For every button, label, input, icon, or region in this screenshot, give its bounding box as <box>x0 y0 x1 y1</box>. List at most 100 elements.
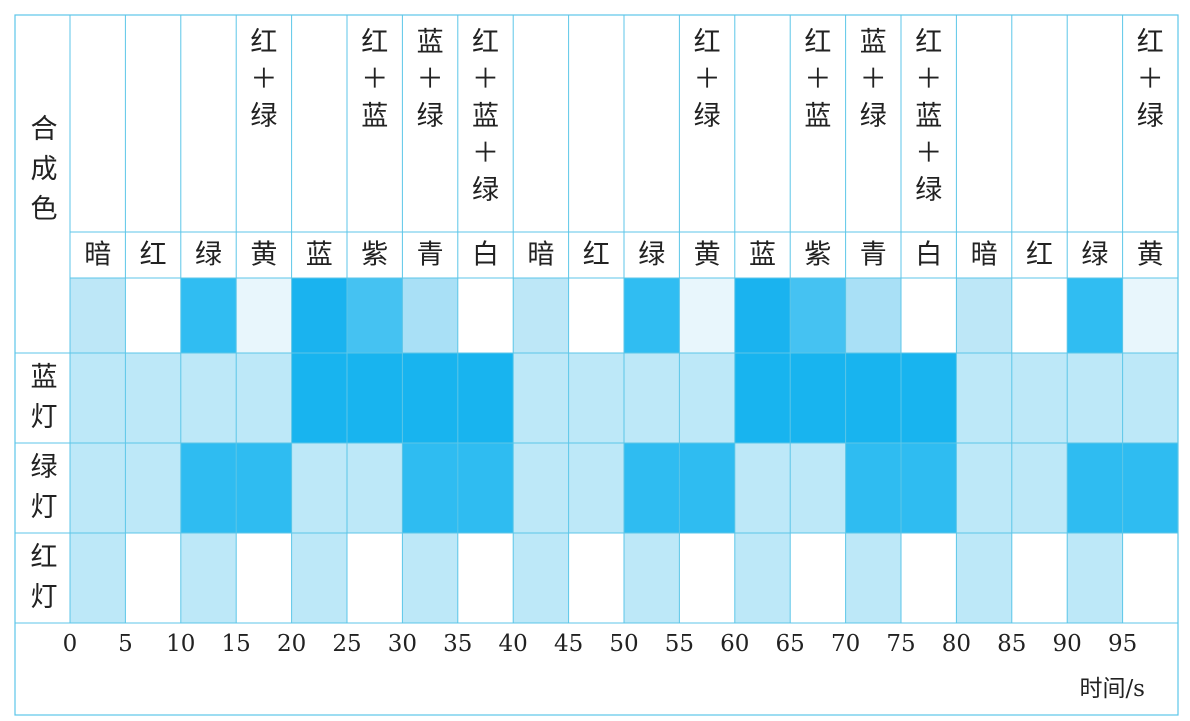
green-cell <box>624 443 680 533</box>
x-tick-label: 95 <box>1108 631 1137 657</box>
mix-formula: 红＋蓝 <box>361 27 388 132</box>
x-tick-label: 50 <box>609 631 638 657</box>
mix-formula: 红＋绿 <box>1137 27 1164 132</box>
x-tick-label: 30 <box>388 631 417 657</box>
color-name-label: 蓝 <box>306 240 333 271</box>
color-name-label: 红 <box>140 240 167 271</box>
color-name-label: 红 <box>1026 240 1053 271</box>
swatch-cell <box>1122 278 1178 353</box>
x-tick-label: 55 <box>665 631 694 657</box>
green-cell <box>845 443 901 533</box>
color-name-label: 紫 <box>804 240 831 271</box>
blue-cell <box>180 353 237 443</box>
swatch-cell <box>956 278 1012 353</box>
x-tick-label: 60 <box>720 631 749 657</box>
red-cell <box>679 533 735 623</box>
green-cell <box>1067 443 1123 533</box>
color-name-label: 紫 <box>361 240 388 271</box>
row-label-red: 红灯 <box>31 542 58 613</box>
red-cell <box>624 533 680 623</box>
swatch-cell <box>845 278 901 353</box>
swatch-cell <box>568 278 624 353</box>
blue-cell <box>402 353 458 443</box>
red-cell <box>457 533 514 623</box>
color-name-label: 绿 <box>1081 240 1108 271</box>
x-axis-label: 时间/s <box>1079 676 1145 702</box>
swatch-cell <box>790 278 846 353</box>
blue-cell <box>790 353 846 443</box>
x-tick-label: 75 <box>886 631 915 657</box>
red-cell <box>70 533 126 623</box>
swatch-cell <box>679 278 735 353</box>
grid-layer <box>14 14 1179 716</box>
color-name-label: 绿 <box>638 240 665 271</box>
x-tick-label: 35 <box>443 631 472 657</box>
blue-cell <box>1122 353 1178 443</box>
swatch-cell <box>70 278 126 353</box>
mix-formula: 红＋蓝 <box>804 27 831 132</box>
green-cell <box>70 443 126 533</box>
x-tick-label: 0 <box>63 631 78 657</box>
red-cell <box>901 533 957 623</box>
color-name-label: 暗 <box>971 240 998 271</box>
x-tick-label: 15 <box>222 631 251 657</box>
row-label-green: 绿灯 <box>31 452 58 523</box>
blue-cell <box>70 353 126 443</box>
green-cell <box>679 443 735 533</box>
swatch-cell <box>291 278 347 353</box>
x-tick-label: 90 <box>1053 631 1082 657</box>
blue-cell <box>513 353 569 443</box>
red-cell <box>236 533 292 623</box>
blue-cell <box>901 353 957 443</box>
mix-formula: 红＋绿 <box>694 27 721 132</box>
x-tick-label: 10 <box>166 631 195 657</box>
green-cell <box>1011 443 1068 533</box>
color-name-label: 白 <box>915 240 942 271</box>
blue-cell <box>1067 353 1123 443</box>
green-cell <box>347 443 403 533</box>
green-cell <box>790 443 846 533</box>
red-cell <box>513 533 569 623</box>
color-name-label: 白 <box>472 240 499 271</box>
red-cell <box>790 533 846 623</box>
swatch-cell <box>513 278 569 353</box>
x-tick-label: 25 <box>332 631 361 657</box>
blue-cell <box>734 353 791 443</box>
mix-formula: 红＋蓝＋绿 <box>472 27 499 206</box>
color-name-label: 青 <box>860 240 887 271</box>
mix-formula: 红＋绿 <box>250 27 277 132</box>
mix-formula: 红＋蓝＋绿 <box>915 27 942 206</box>
blue-cell <box>845 353 901 443</box>
red-cell <box>125 533 181 623</box>
swatch-cell <box>402 278 458 353</box>
swatch-cell <box>236 278 292 353</box>
red-cell <box>1122 533 1178 623</box>
green-cell <box>125 443 181 533</box>
red-cell <box>291 533 347 623</box>
blue-cell <box>291 353 347 443</box>
blue-cell <box>457 353 514 443</box>
color-name-label: 黄 <box>250 240 277 271</box>
blue-cell <box>1011 353 1068 443</box>
blue-cell <box>347 353 403 443</box>
swatch-cell <box>457 278 514 353</box>
green-cell <box>1122 443 1178 533</box>
x-tick-label: 80 <box>942 631 971 657</box>
blue-cell <box>568 353 624 443</box>
color-name-label: 蓝 <box>749 240 776 271</box>
row-label-blue: 蓝灯 <box>31 362 58 433</box>
swatch-cell <box>180 278 237 353</box>
swatch-cell <box>624 278 680 353</box>
swatch-cell <box>347 278 403 353</box>
swatch-cell <box>901 278 957 353</box>
color-name-label: 黄 <box>1137 240 1164 271</box>
swatch-cell <box>1011 278 1068 353</box>
x-tick-label: 40 <box>499 631 528 657</box>
blue-cell <box>236 353 292 443</box>
swatch-cell <box>1067 278 1123 353</box>
green-cell <box>568 443 624 533</box>
x-tick-label: 45 <box>554 631 583 657</box>
red-cell <box>734 533 791 623</box>
